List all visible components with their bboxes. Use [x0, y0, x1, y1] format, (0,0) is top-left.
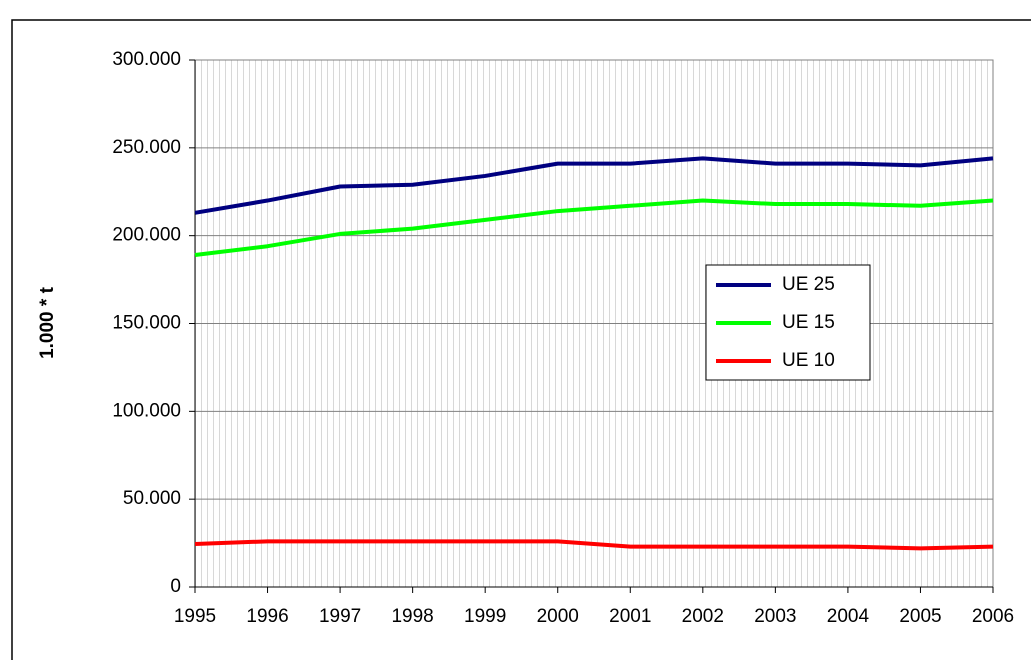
y-tick-label: 200.000: [112, 225, 181, 246]
x-tick-label: 2002: [682, 606, 724, 627]
y-tick-label: 150.000: [112, 313, 181, 334]
x-tick-label: 1999: [464, 606, 506, 627]
y-tick-label: 300.000: [112, 49, 181, 70]
x-tick-label: 2001: [609, 606, 651, 627]
x-tick-label: 1995: [174, 606, 216, 627]
x-tick-label: 1998: [391, 606, 433, 627]
x-tick-label: 2003: [754, 606, 796, 627]
x-tick-label: 2004: [827, 606, 870, 627]
x-tick-label: 1997: [319, 606, 361, 627]
y-axis-title: 1.000 * t: [37, 286, 58, 358]
y-tick-label: 50.000: [123, 488, 181, 509]
y-tick-label: 100.000: [112, 400, 181, 421]
x-tick-label: 2005: [899, 606, 941, 627]
y-tick-label: 250.000: [112, 137, 181, 158]
legend-label: UE 15: [782, 312, 835, 333]
legend-label: UE 25: [782, 274, 835, 295]
y-tick-label: 0: [170, 576, 181, 597]
series-line: [194, 156, 994, 215]
x-tick-label: 2006: [972, 606, 1014, 627]
series-line: [194, 198, 994, 257]
x-tick-label: 2000: [537, 606, 579, 627]
legend-label: UE 10: [782, 350, 835, 371]
series-line: [194, 539, 994, 551]
x-tick-label: 1996: [246, 606, 288, 627]
